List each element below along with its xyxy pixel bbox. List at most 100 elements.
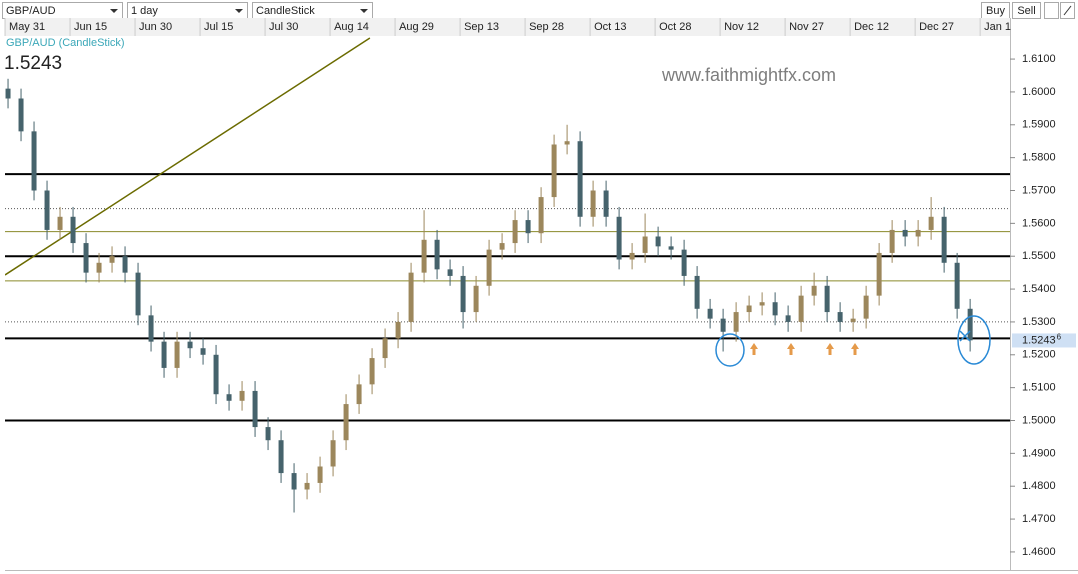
x-tick-label: May 31 xyxy=(9,21,45,33)
trendline xyxy=(5,37,371,276)
circle-annotation xyxy=(957,315,991,365)
circle-annotation xyxy=(715,333,745,367)
x-tick-label: Jul 30 xyxy=(269,21,298,33)
candle-body xyxy=(577,141,583,217)
y-tick-label: 1.5100 xyxy=(1022,382,1056,394)
x-tick-label: Dec 27 xyxy=(919,21,954,33)
candle-body xyxy=(590,190,596,217)
x-tick-label: Sep 28 xyxy=(529,21,564,33)
candle-body xyxy=(421,239,427,273)
y-tick-label: 1.5200 xyxy=(1022,349,1056,361)
x-tick-label: Jul 15 xyxy=(204,21,233,33)
toolbar: GBP/AUD 1 day CandleStick Buy Sell xyxy=(2,2,1075,19)
arrow xyxy=(826,343,834,355)
candle-body xyxy=(213,354,219,395)
candle-body xyxy=(304,482,310,490)
candle-body xyxy=(161,341,167,368)
sell-label: Sell xyxy=(1017,5,1035,17)
last-value: 1.5243 xyxy=(4,53,62,74)
x-tick-label: Jan 1 xyxy=(984,21,1011,33)
candle-body xyxy=(460,275,466,313)
candle-body xyxy=(720,318,726,332)
candle-body xyxy=(902,229,908,237)
candle-body xyxy=(512,220,518,244)
dropdown-arrow xyxy=(110,9,118,13)
date-row xyxy=(5,18,1010,36)
candle-body xyxy=(57,216,63,230)
y-tick-label: 1.5500 xyxy=(1022,250,1056,262)
y-tick-label: 1.4800 xyxy=(1022,480,1056,492)
candle-body xyxy=(200,348,206,355)
price-tag-label: 1.5243 xyxy=(1022,334,1056,346)
candle-body xyxy=(434,239,440,270)
sell-button[interactable] xyxy=(1012,2,1041,19)
candle-body xyxy=(5,88,11,99)
candle-body xyxy=(811,285,817,296)
candle-body xyxy=(187,341,193,349)
candle-body xyxy=(369,358,375,385)
candle-body xyxy=(148,315,154,342)
candle-body xyxy=(798,295,804,322)
candle-body xyxy=(499,243,505,250)
y-tick-label: 1.5400 xyxy=(1022,283,1056,295)
candle-body xyxy=(707,308,713,319)
candle-body xyxy=(928,216,934,230)
candle-body xyxy=(330,440,336,467)
candle-body xyxy=(681,249,687,276)
indicator-button[interactable] xyxy=(1044,2,1059,19)
price-tag xyxy=(1012,333,1076,348)
y-tick-label: 1.4700 xyxy=(1022,513,1056,525)
y-tick-label: 1.6100 xyxy=(1022,53,1056,65)
y-tick-label: 1.5800 xyxy=(1022,152,1056,164)
candle-body xyxy=(447,269,453,276)
y-tick-label: 1.5300 xyxy=(1022,316,1056,328)
candle-body xyxy=(83,243,89,273)
candle-body xyxy=(837,312,843,322)
x-tick-label: Dec 12 xyxy=(854,21,889,33)
candle-body xyxy=(18,98,24,132)
candle-body xyxy=(915,229,921,237)
y-tick-label: 1.5900 xyxy=(1022,119,1056,131)
candle-body xyxy=(746,305,752,313)
draw-icon xyxy=(1063,5,1072,16)
watermark: www.faithmightfx.com xyxy=(661,65,836,85)
x-tick-label: Nov 12 xyxy=(724,21,759,33)
candle-body xyxy=(252,390,258,428)
x-tick-label: Jun 15 xyxy=(74,21,107,33)
candle-body xyxy=(941,216,947,263)
x-tick-label: Oct 28 xyxy=(659,21,691,33)
interval: 1 day xyxy=(131,5,158,17)
candle-body xyxy=(239,390,245,401)
candle-body xyxy=(317,466,323,483)
annotations xyxy=(715,315,991,367)
arrow xyxy=(851,343,859,355)
candle-body xyxy=(538,197,544,234)
candle-body xyxy=(759,302,765,306)
price-tag-sup: 6 xyxy=(1057,333,1062,342)
y-tick-label: 1.6000 xyxy=(1022,86,1056,98)
dropdown-arrow xyxy=(235,9,243,13)
candle-body xyxy=(733,312,739,332)
candle-body xyxy=(967,308,973,341)
candle-body xyxy=(96,262,102,273)
y-tick-label: 1.4900 xyxy=(1022,447,1056,459)
candle-body xyxy=(785,315,791,322)
cross-marker xyxy=(959,330,971,342)
candle-body xyxy=(629,252,635,260)
candle-body xyxy=(616,216,622,260)
candle-body xyxy=(343,404,349,441)
candle-body xyxy=(174,341,180,368)
candle-body xyxy=(265,427,271,441)
symbol: GBP/AUD xyxy=(6,5,56,17)
candle-body xyxy=(278,440,284,474)
chart-type: CandleStick xyxy=(256,5,315,17)
candle-body xyxy=(603,190,609,217)
candle-body xyxy=(850,318,856,322)
dropdown-arrow xyxy=(360,9,368,13)
candle-body xyxy=(876,252,882,296)
candle-body xyxy=(668,246,674,250)
candle-body xyxy=(291,473,297,490)
candle-body xyxy=(863,295,869,319)
candle-body xyxy=(889,229,895,253)
